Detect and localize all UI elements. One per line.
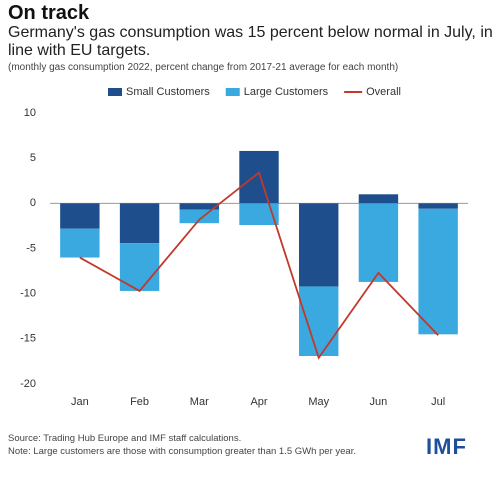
legend-swatch xyxy=(225,88,240,96)
bar xyxy=(358,194,399,204)
y-tick-label: 10 xyxy=(24,107,36,119)
y-tick-label: -10 xyxy=(20,288,36,300)
bar xyxy=(418,203,458,209)
bar xyxy=(60,228,100,258)
chart-title: On track xyxy=(8,2,90,24)
y-tick-label: -5 xyxy=(26,242,36,254)
bar xyxy=(179,209,219,224)
y-tick-label: 0 xyxy=(30,197,36,209)
x-tick-label: May xyxy=(308,396,329,408)
source-note: Source: Trading Hub Europe and IMF staff… xyxy=(8,433,242,444)
line xyxy=(79,171,439,360)
logo: IMF xyxy=(426,434,467,459)
chart-subtitle: Germany's gas consumption was 15 percent… xyxy=(8,24,493,59)
bar xyxy=(119,203,160,244)
legend-label: Small Customers xyxy=(126,86,210,98)
y-tick-label: -15 xyxy=(20,333,36,345)
chart: -20 -15 -10 -5 0 5 10 Small Customers Large Cust… xyxy=(20,86,468,408)
chart-note: (monthly gas consumption 2022, percent c… xyxy=(8,62,399,73)
y-tick-label: -20 xyxy=(20,378,36,390)
bar xyxy=(239,150,279,204)
bar xyxy=(179,203,219,210)
x-tick-label: Jan xyxy=(71,396,89,408)
legend-swatch xyxy=(108,88,122,96)
bar xyxy=(299,286,339,356)
x-tick-label: Jul xyxy=(431,396,445,408)
bar xyxy=(358,203,399,282)
x-tick-label: Mar xyxy=(190,396,209,408)
source-note: Note: Large customers are those with con… xyxy=(8,446,356,457)
bar xyxy=(60,203,100,229)
legend-label: Overall xyxy=(366,86,401,98)
bar xyxy=(299,203,339,287)
y-tick-label: 5 xyxy=(30,152,36,164)
x-tick-label: Feb xyxy=(130,396,149,408)
legend-label: Large Customers xyxy=(244,86,329,98)
bar xyxy=(418,208,458,335)
x-tick-label: Apr xyxy=(250,396,267,408)
x-tick-label: Jun xyxy=(370,396,388,408)
bar xyxy=(239,203,279,226)
